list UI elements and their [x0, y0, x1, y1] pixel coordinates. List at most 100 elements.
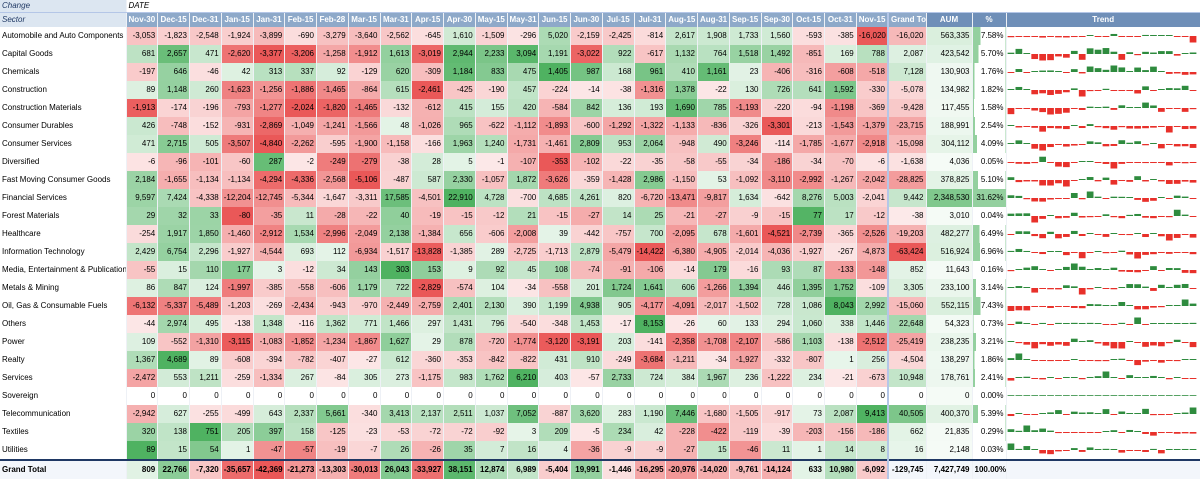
- value-cell[interactable]: -1,134: [221, 171, 254, 189]
- value-cell[interactable]: 633: [792, 459, 825, 479]
- value-cell[interactable]: -174: [157, 99, 190, 117]
- value-cell[interactable]: -12,745: [253, 189, 286, 207]
- value-cell[interactable]: 92: [475, 261, 508, 279]
- value-cell[interactable]: -190: [475, 81, 508, 99]
- value-cell[interactable]: -46: [189, 63, 222, 81]
- value-cell[interactable]: -6: [856, 153, 889, 171]
- value-cell[interactable]: -3,206: [284, 45, 317, 63]
- value-cell[interactable]: -14: [665, 261, 698, 279]
- value-cell[interactable]: -203: [792, 423, 825, 441]
- value-cell[interactable]: -348: [538, 315, 571, 333]
- sector-name[interactable]: Chemicals: [0, 63, 127, 81]
- value-cell[interactable]: -12: [475, 207, 508, 225]
- value-cell[interactable]: 2,992: [856, 297, 889, 315]
- value-cell[interactable]: -442: [570, 225, 603, 243]
- value-cell[interactable]: -340: [348, 405, 381, 423]
- value-cell[interactable]: 337: [284, 63, 317, 81]
- value-cell[interactable]: -606: [316, 279, 349, 297]
- sector-name[interactable]: Forest Materials: [0, 207, 127, 225]
- value-cell[interactable]: 136: [602, 99, 635, 117]
- aum-cell[interactable]: 3,010: [926, 207, 973, 225]
- value-cell[interactable]: -2,869: [253, 117, 286, 135]
- value-cell[interactable]: -12,204: [221, 189, 254, 207]
- pct-cell[interactable]: 5.10%: [972, 171, 1007, 189]
- value-cell[interactable]: 1: [792, 441, 825, 460]
- value-cell[interactable]: -6,720: [634, 189, 667, 207]
- value-cell[interactable]: -3,640: [348, 27, 381, 45]
- value-cell[interactable]: -3,120: [538, 333, 571, 351]
- value-cell[interactable]: 1,724: [602, 279, 635, 297]
- value-cell[interactable]: -1,502: [729, 297, 762, 315]
- value-cell[interactable]: 2,715: [157, 135, 190, 153]
- value-cell[interactable]: 42: [634, 423, 667, 441]
- pct-cell[interactable]: 0.16%: [972, 261, 1007, 279]
- value-cell[interactable]: 0: [507, 387, 540, 405]
- value-cell[interactable]: 109: [126, 333, 159, 351]
- value-cell[interactable]: -1,092: [729, 171, 762, 189]
- value-cell[interactable]: -2,107: [729, 333, 762, 351]
- value-cell[interactable]: 155: [475, 99, 508, 117]
- value-cell[interactable]: -116: [284, 315, 317, 333]
- value-cell[interactable]: -1,913: [126, 99, 159, 117]
- value-cell[interactable]: -16,020: [856, 27, 889, 45]
- value-cell[interactable]: -422: [697, 423, 730, 441]
- value-cell[interactable]: 0: [253, 387, 286, 405]
- value-cell[interactable]: -84: [316, 369, 349, 387]
- grand-total-cell[interactable]: -63,424: [887, 243, 927, 261]
- value-cell[interactable]: -2,562: [380, 27, 413, 45]
- pct-cell[interactable]: 0.73%: [972, 315, 1007, 333]
- value-cell[interactable]: -353: [538, 153, 571, 171]
- value-cell[interactable]: -213: [792, 117, 825, 135]
- sector-row[interactable]: Construction Materials -1,913 -174 -196 -793…: [0, 99, 1200, 117]
- value-cell[interactable]: -38: [380, 153, 413, 171]
- value-cell[interactable]: 1,367: [126, 351, 159, 369]
- value-cell[interactable]: -15: [761, 207, 794, 225]
- value-cell[interactable]: -34: [697, 351, 730, 369]
- value-cell[interactable]: -13,303: [316, 459, 349, 479]
- value-cell[interactable]: 809: [126, 459, 159, 479]
- value-cell[interactable]: 764: [697, 45, 730, 63]
- value-cell[interactable]: 73: [792, 405, 825, 423]
- value-cell[interactable]: 87: [792, 261, 825, 279]
- sector-row[interactable]: Sovereign 0 0 0 0 0 0 0 0 0 0 0 0 0 0 0 0 0 0 0 0 0 0 0 0 0 0 0.00%: [0, 387, 1200, 405]
- value-cell[interactable]: 1,086: [792, 297, 825, 315]
- value-cell[interactable]: -326: [729, 117, 762, 135]
- value-cell[interactable]: -94: [792, 99, 825, 117]
- sector-row[interactable]: Construction 89 1,148 260 -1,623 -1,256 -1,886…: [0, 81, 1200, 99]
- value-cell[interactable]: -1,379: [856, 117, 889, 135]
- value-cell[interactable]: -1,647: [316, 189, 349, 207]
- value-cell[interactable]: -9: [602, 441, 635, 460]
- aum-cell[interactable]: 2,148: [926, 441, 973, 460]
- value-cell[interactable]: -622: [475, 117, 508, 135]
- pct-header[interactable]: %: [972, 12, 1007, 27]
- value-cell[interactable]: 143: [348, 261, 381, 279]
- value-cell[interactable]: -2,042: [856, 171, 889, 189]
- value-cell[interactable]: -30,013: [348, 459, 381, 479]
- value-cell[interactable]: -255: [189, 405, 222, 423]
- value-cell[interactable]: 177: [221, 261, 254, 279]
- value-cell[interactable]: -1,334: [253, 369, 286, 387]
- value-cell[interactable]: -970: [348, 297, 381, 315]
- value-cell[interactable]: 34: [316, 261, 349, 279]
- value-cell[interactable]: -690: [284, 27, 317, 45]
- aum-cell[interactable]: 238,235: [926, 333, 973, 351]
- value-cell[interactable]: -27: [697, 207, 730, 225]
- value-cell[interactable]: 26: [380, 441, 413, 460]
- pct-cell[interactable]: 5.70%: [972, 45, 1007, 63]
- value-cell[interactable]: -279: [348, 153, 381, 171]
- date-column-header[interactable]: Aug-31: [697, 12, 730, 27]
- value-cell[interactable]: 1,179: [348, 279, 381, 297]
- value-cell[interactable]: 2,401: [443, 297, 476, 315]
- value-cell[interactable]: 4: [538, 441, 571, 460]
- value-cell[interactable]: 0: [380, 387, 413, 405]
- value-cell[interactable]: 0: [126, 387, 159, 405]
- value-cell[interactable]: -757: [602, 225, 635, 243]
- sector-name[interactable]: Healthcare: [0, 225, 127, 243]
- value-cell[interactable]: 14: [602, 207, 635, 225]
- value-cell[interactable]: -1,384: [411, 225, 444, 243]
- value-cell[interactable]: 1,466: [380, 315, 413, 333]
- value-cell[interactable]: -822: [507, 351, 540, 369]
- pct-cell[interactable]: 4.09%: [972, 135, 1007, 153]
- value-cell[interactable]: 158: [284, 423, 317, 441]
- value-cell[interactable]: -1,322: [634, 117, 667, 135]
